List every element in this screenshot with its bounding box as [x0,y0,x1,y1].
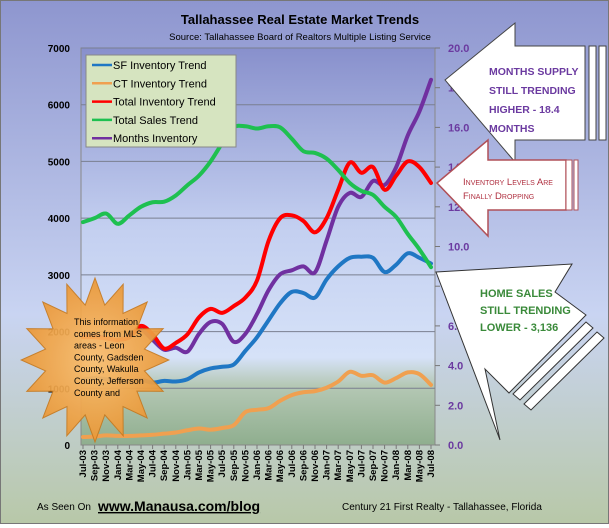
arrow-stripe [523,331,605,411]
x-tick-label: Sep-06 [298,450,309,481]
starburst-text-line: This information [74,317,138,327]
home-sales-text-line: STILL TRENDING [480,305,571,317]
x-tick-label: Nov-06 [310,450,321,482]
arrow-stripe [512,321,594,401]
x-tick-label: Sep-05 [229,449,240,481]
series-line-total-sales-trend [81,123,433,270]
legend-label: SF Inventory Trend [113,60,207,72]
starburst-text-line: County, Gadsden [74,352,143,362]
x-tick-label: Mar-05 [194,449,205,480]
y-left-tick-label: 3000 [48,271,71,282]
inventory-text-line: Inventory Levels Are [463,177,553,188]
x-tick-label: Jul-07 [356,450,367,477]
months-supply-text-line: MONTHS SUPPLY [489,66,578,78]
credit-text: Century 21 First Realty - Tallahassee, F… [342,502,542,513]
info-starburst: This information comes from MLS areas - Le… [19,276,171,444]
months-supply-text-line: HIGHER - 18.4 [489,104,560,116]
website-link[interactable]: www.Manausa.com/blog [97,498,260,514]
y-left-tick-label: 6000 [48,101,71,112]
series-line-total-inventory-trend [81,159,433,351]
x-tick-label: May-07 [345,450,356,482]
y-right-tick-label: 4.0 [448,361,463,373]
x-tick-label: Jan-05 [182,449,193,480]
legend: SF Inventory Trend CT Inventory Trend Tota… [85,54,237,148]
arrow-stripe [573,159,579,211]
x-tick-label: Jan-04 [113,449,124,480]
y-right-tick-label: 16.0 [448,122,469,134]
x-tick-label: Mar-07 [333,450,344,481]
x-tick-label: Sep-04 [159,449,170,481]
months-supply-text-line: MONTHS [489,123,535,135]
x-tick-label: Jul-06 [287,450,298,477]
legend-label: Total Inventory Trend [113,97,216,109]
x-tick-label: Sep-03 [90,450,101,481]
x-tick-label: May-05 [206,449,217,482]
x-tick-label: Nov-03 [101,450,112,482]
starburst-shape [19,276,171,444]
x-tick-label: Sep-07 [368,450,379,481]
x-tick-label: Jan-06 [252,450,263,480]
x-tick-label: May-04 [136,449,147,482]
legend-label: Months Inventory [113,133,198,145]
x-tick-label: Nov-05 [240,449,251,481]
y-right-tick-label: 0.0 [448,440,463,452]
starburst-text-line: County and [74,388,120,398]
series-line-ct-inventory-trend [81,369,433,440]
x-tick-label: Mar-06 [264,450,275,481]
up-left-arrow-shape [435,263,587,441]
y-left-tick-label: 4000 [48,214,71,225]
x-tick-label: Nov-07 [380,450,391,482]
inventory-callout: Inventory Levels Are Finally Dropping [435,138,579,238]
home-sales-text-line: LOWER - 3,136 [480,322,558,334]
x-tick-label: Jul-04 [148,449,159,477]
x-tick-label: Nov-04 [171,449,182,481]
home-sales-text-line: HOME SALES [480,288,553,300]
x-tick-label: Mar-08 [403,450,414,481]
legend-label: CT Inventory Trend [113,78,207,90]
arrow-stripe [598,45,607,141]
x-tick-label: Jan-07 [322,450,333,480]
y-left-tick-label: 7000 [48,44,71,55]
x-tick-label: Jul-08 [426,450,437,477]
chart-title: Tallahassee Real Estate Market Trends [181,12,419,27]
starburst-text-line: County, Wakulla [74,364,139,374]
x-tick-label: May-08 [414,450,425,482]
x-tick-label: Mar-04 [124,449,135,480]
sales-callout: HOME SALES STILL TRENDING LOWER - 3,136 [435,263,605,441]
y-right-tick-label: 10.0 [448,242,469,254]
x-tick-label: Jan-08 [391,450,402,480]
legend-label: Total Sales Trend [113,115,198,127]
y-right-tick-label: 20.0 [448,43,469,55]
y-left-tick-label: 0 [64,441,70,452]
left-arrow-shape [444,21,586,164]
inventory-text-line: Finally Dropping [463,191,534,202]
months-supply-callout: MONTHS SUPPLY STILL TRENDING HIGHER - 18.4… [444,21,607,164]
x-tick-label: May-06 [275,450,286,482]
y-left-tick-label: 5000 [48,157,71,168]
as-seen-on-label: As Seen On [37,502,91,513]
x-axis: Jul-03 Sep-03 Nov-03 Jan-04 Mar-04 May-04 Jul-… [78,445,437,482]
months-supply-text-line: STILL TRENDING [489,85,576,97]
x-tick-label: Jul-05 [217,449,228,477]
starburst-text-line: areas - Leon [74,341,125,351]
starburst-text-line: County, Jefferson [74,376,144,386]
starburst-text-line: comes from MLS [74,329,142,339]
x-tick-label: Jul-03 [78,450,89,477]
arrow-stripe [565,159,573,211]
arrow-stripe [588,45,597,141]
y-right-tick-label: 2.0 [448,400,463,412]
chart-subtitle: Source: Tallahassee Board of Realtors Mu… [169,32,431,43]
